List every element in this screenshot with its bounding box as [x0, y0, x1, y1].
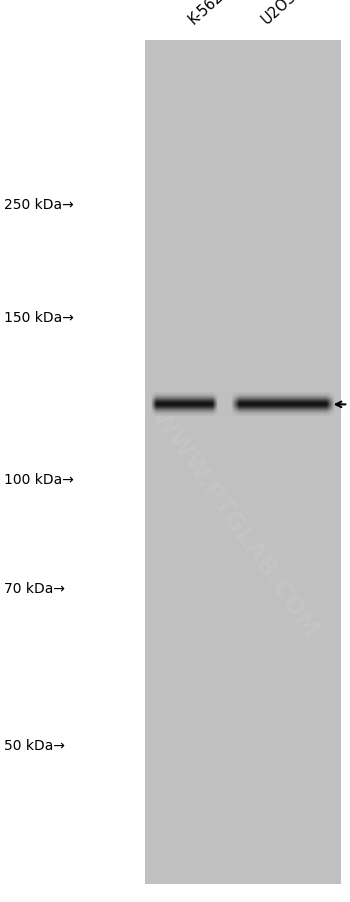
Text: K-562: K-562 — [186, 0, 226, 27]
Text: WWW.PTGLAB.COM: WWW.PTGLAB.COM — [146, 404, 323, 642]
Text: U2OS: U2OS — [259, 0, 300, 27]
Text: 70 kDa→: 70 kDa→ — [4, 582, 64, 596]
Text: 150 kDa→: 150 kDa→ — [4, 310, 74, 324]
Text: 100 kDa→: 100 kDa→ — [4, 472, 74, 486]
Text: 50 kDa→: 50 kDa→ — [4, 738, 64, 751]
Bar — [145, 41, 341, 884]
Text: 250 kDa→: 250 kDa→ — [4, 198, 73, 212]
